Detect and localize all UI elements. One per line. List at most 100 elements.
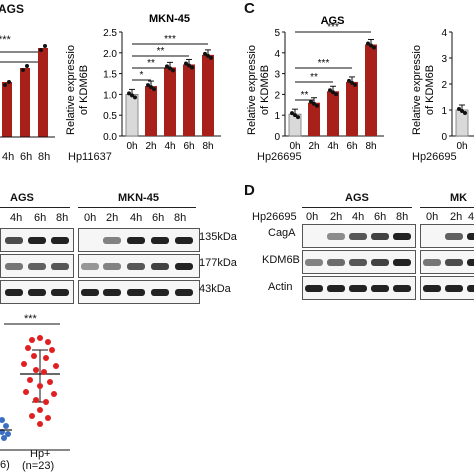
panel-d-left-title: AGS <box>345 192 369 204</box>
data-point <box>369 43 373 48</box>
panel-c-right-treatment: Hp26695 <box>412 151 457 163</box>
data-point <box>293 113 297 118</box>
blot-b-right-row-3 <box>78 280 200 304</box>
data-point-hp-pos <box>25 345 31 351</box>
panel-a-left-tick-6h: 6h <box>20 151 33 163</box>
x-tick-label: 0h <box>456 141 467 152</box>
data-point <box>353 82 357 87</box>
mkn45-bar-chart: 0.00.51.01.52.02.50h 2h 4h 6h 8h********MKN-… <box>65 13 221 152</box>
x-tick-label: 2h <box>145 141 156 152</box>
panel-e-dot-plot <box>0 323 70 451</box>
data-point <box>309 99 313 104</box>
y-tick-label: 1 <box>274 111 280 122</box>
y-axis-label-line2: of KDM6B <box>259 65 271 115</box>
kda-label-43: 43kDa <box>199 283 231 295</box>
data-point-hp-neg <box>0 417 5 423</box>
panel-d-treatment-label: Hp26695 <box>252 211 297 223</box>
significance-label: ** <box>310 72 318 83</box>
significance-label: *** <box>164 34 176 45</box>
data-point-hp-pos <box>21 361 27 367</box>
significance-label: ** <box>147 58 155 69</box>
blot-b-left-row-1 <box>0 228 74 252</box>
y-tick-label: 3 <box>274 70 280 81</box>
panel-a-left-title: AGS <box>0 2 25 16</box>
y-axis-label-line1: Relative expressio <box>412 45 423 135</box>
blot-b-right-row-2 <box>78 254 200 278</box>
data-point-hp-neg <box>1 435 7 441</box>
y-axis-label-line1: Relative expressio <box>65 45 77 135</box>
y-tick-label: 2.5 <box>103 28 117 39</box>
y-tick-label: 4 <box>274 49 280 60</box>
blot-d-left-row-kdm6b <box>302 250 416 274</box>
blot-b-right-row-1 <box>78 228 200 252</box>
y-tick-label: 2 <box>274 90 280 101</box>
data-point <box>209 55 213 60</box>
y-tick-label: 0 <box>274 132 280 143</box>
data-point <box>171 68 175 73</box>
y-tick-label: 0.0 <box>103 132 117 143</box>
blot-b-left-row-2 <box>0 254 74 278</box>
right-partial-bar-chart: 0 1 2 3 4 0h Relative expressio of KDM6B <box>412 28 474 152</box>
blot-d-left-row-actin <box>302 276 416 300</box>
kda-label-177: 177kDa <box>199 257 237 269</box>
chart-bar-8h <box>365 44 377 137</box>
x-tick-label: 8h <box>202 141 213 152</box>
panel-e-group-label: Hp+ <box>30 448 51 460</box>
y-tick-label: 1.5 <box>103 70 117 81</box>
data-point-hp-pos <box>29 413 35 419</box>
data-point-hp-pos <box>45 339 51 345</box>
data-point <box>350 80 354 85</box>
data-point-hp-pos <box>53 363 59 369</box>
panel-d-tick-8h: 8h <box>396 211 409 223</box>
chart-bar-2h <box>308 102 320 136</box>
data-point-hp-pos <box>51 391 57 397</box>
panel-d-tick-2h: 2h <box>330 211 343 223</box>
panel-a-left-tick-8h: 8h <box>38 151 51 163</box>
data-point <box>133 95 137 100</box>
data-point <box>290 111 294 116</box>
panel-a-left-significance: *** <box>0 34 11 46</box>
data-point <box>366 41 370 46</box>
panel-d-right-divider <box>420 207 474 208</box>
panel-d-tick-6h: 6h <box>374 211 387 223</box>
data-point <box>187 63 191 68</box>
panel-b-left-tick-4h: 4h <box>10 212 23 224</box>
y-tick-label: 5 <box>274 28 280 39</box>
data-point-hp-pos <box>37 383 43 389</box>
data-point <box>460 109 464 113</box>
data-point-hp-pos <box>43 355 49 361</box>
chart-bar-4h <box>327 91 339 136</box>
data-point <box>315 103 319 108</box>
data-point-hp-pos <box>29 337 35 343</box>
data-point <box>149 85 153 90</box>
blot-b-left-row-3 <box>0 280 74 304</box>
panel-b-right-tick-4h: 4h <box>130 212 143 224</box>
data-point-hp-pos <box>49 347 55 353</box>
panel-d-right-tick-4: 4 <box>468 211 474 223</box>
significance-label: *** <box>327 22 339 33</box>
data-point <box>296 115 300 120</box>
chart-bar-8h <box>202 54 214 136</box>
y-axis-label-line2: of KDM6B <box>424 65 436 115</box>
panel-d-right-tick-0h: 0h <box>426 211 439 223</box>
y-tick-label: 2 <box>441 80 447 91</box>
panel-d-left-divider <box>302 207 412 208</box>
data-point-hp-pos <box>43 399 49 405</box>
data-point-hp-neg <box>5 431 11 437</box>
data-point-hp-neg <box>3 423 9 429</box>
panel-d-tick-4h: 4h <box>352 211 365 223</box>
panel-d-tick-0h: 0h <box>306 211 319 223</box>
data-point-hp-pos <box>37 407 43 413</box>
blot-d-left-row-caga <box>302 224 416 248</box>
panel-e-significance: *** <box>24 313 37 325</box>
panel-d-right-title: MK <box>450 192 468 204</box>
panel-b-left-title: AGS <box>10 192 34 204</box>
y-tick-label: 1 <box>441 106 447 117</box>
y-tick-label: 0 <box>441 132 447 143</box>
data-point-hp-pos <box>37 421 43 427</box>
blot-d-right-row-actin <box>420 276 474 300</box>
data-point <box>130 93 134 98</box>
chart-bar-2h <box>145 86 157 136</box>
data-point <box>331 90 335 95</box>
